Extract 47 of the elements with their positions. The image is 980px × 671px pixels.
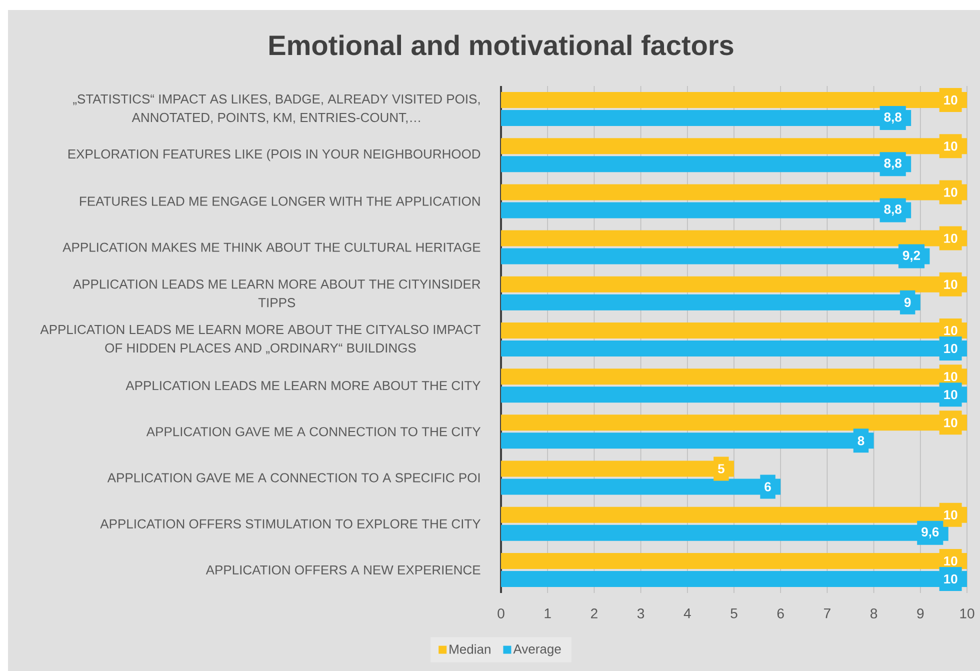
x-tick-label: 7 [824, 608, 830, 618]
legend-label: Average [513, 644, 561, 656]
data-label: 9,6 [922, 527, 939, 538]
y-tick-label: APPLICATION MAKES ME THINK ABOUT THE CULTURAL HERITAGE [62, 242, 480, 252]
y-tick-label: APPLICATION LEADS ME LEARN MORE ABOUT THE CITY [126, 380, 481, 390]
x-tick-label: 9 [917, 608, 924, 618]
x-tick-label: 10 [960, 608, 974, 618]
data-label: 10 [944, 188, 958, 197]
x-tick-label: 8 [870, 608, 878, 618]
x-tick-label: 2 [591, 608, 598, 618]
x-tick-label: 4 [684, 608, 691, 618]
y-tick-label: FEATURES LEAD ME ENGAGE LONGER WITH THE APPLICATION [80, 196, 480, 206]
data-label: 10 [944, 344, 958, 354]
chart-title: Emotional and motivational factors [270, 34, 734, 56]
data-label: 9,2 [902, 250, 920, 262]
data-label: 10 [944, 95, 958, 105]
y-tick-label: APPLICATION OFFERS A NEW EXPERIENCE [206, 565, 480, 575]
data-label: 10 [944, 234, 958, 243]
data-label: 9 [904, 298, 911, 307]
data-label: 10 [944, 418, 958, 428]
data-label: 10 [944, 574, 958, 584]
data-label: 10 [944, 142, 958, 151]
x-tick-label: 1 [544, 608, 551, 618]
y-tick-label: APPLICATION OFFERS STIMULATION TO EXPLORE THE CITY [100, 519, 481, 528]
data-label: 8,8 [884, 158, 902, 170]
x-tick-label: 3 [637, 608, 644, 618]
legend-label: Median [450, 644, 490, 654]
data-label: 8 [858, 436, 864, 446]
y-tick-label: APPLICATION GAVE ME A CONNECTION TO A SPECIFIC POI [107, 473, 480, 482]
y-tick-label: APPLICATION LEADS ME LEARN MORE ABOUT THE CITYALSO IMPACT OF HIDDEN PLACES AND „ORDINARY“ BUILDINGS [40, 324, 480, 354]
data-label: 10 [944, 326, 958, 336]
data-label: 10 [944, 556, 958, 566]
data-label: 10 [944, 390, 958, 400]
y-tick-label: „STATISTICS“ IMPACT AS LIKES, BADGE, ALREADY VISITED POIS, ANNOTATED, POINTS, KM, ENTRIES-COUNT,… [73, 94, 480, 124]
data-label: 10 [944, 280, 958, 289]
data-label: 10 [944, 510, 958, 520]
data-label: 8,8 [884, 204, 902, 216]
data-label: 10 [944, 372, 958, 382]
x-tick-label: 6 [777, 608, 784, 618]
y-tick-label: APPLICATION LEADS ME LEARN MORE ABOUT THE CITYINSIDER TIPPS [72, 280, 480, 308]
data-label: 5 [718, 464, 724, 474]
x-tick-label: 5 [730, 608, 738, 618]
data-label: 6 [764, 482, 771, 492]
x-tick-label: 0 [498, 608, 504, 618]
y-tick-label: EXPLORATION FEATURES LIKE (POIS IN YOUR NEIGHBOURHOOD [68, 149, 480, 162]
y-tick-label: APPLICATION GAVE ME A CONNECTION TO THE CITY [146, 427, 481, 436]
data-label: 8,8 [884, 112, 902, 124]
